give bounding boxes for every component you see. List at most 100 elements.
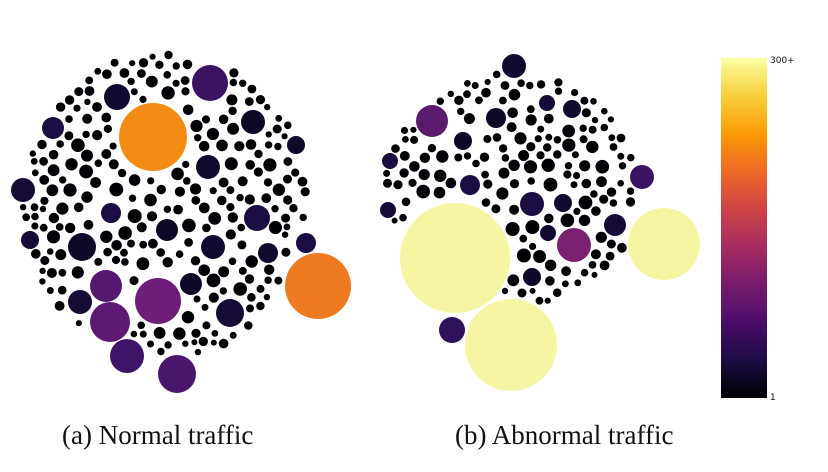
small-bubble <box>79 164 93 179</box>
small-bubble <box>508 159 520 171</box>
small-bubble <box>400 126 409 135</box>
small-bubble <box>517 288 527 298</box>
small-bubble <box>591 271 598 278</box>
medium-bubble <box>460 175 480 195</box>
small-bubble <box>127 209 142 224</box>
small-bubble <box>526 105 535 114</box>
small-bubble <box>228 257 237 266</box>
small-bubble <box>533 250 547 263</box>
small-bubble <box>447 90 454 98</box>
small-bubble <box>146 211 158 222</box>
medium-bubble <box>101 203 121 223</box>
small-bubble <box>463 113 475 125</box>
small-bubble <box>609 199 618 207</box>
small-bubble <box>529 242 537 251</box>
small-bubble <box>39 267 46 275</box>
small-bubble <box>595 231 607 243</box>
small-bubble <box>600 123 609 132</box>
small-bubble <box>265 131 272 138</box>
small-bubble <box>237 176 248 187</box>
small-bubble <box>617 242 627 253</box>
caption-normal-traffic: (a) Normal traffic <box>62 420 254 450</box>
small-bubble <box>399 168 409 178</box>
small-bubble <box>217 195 227 206</box>
small-bubble <box>599 260 610 271</box>
highlighted-bubble <box>90 302 130 342</box>
highlighted-bubble <box>119 103 187 171</box>
small-bubble <box>40 256 50 265</box>
small-bubble <box>581 178 592 189</box>
small-bubble <box>59 176 67 184</box>
small-bubble <box>183 177 191 185</box>
small-bubble <box>245 139 257 150</box>
small-bubble <box>281 231 289 238</box>
small-bubble <box>454 153 463 162</box>
small-bubble <box>608 134 616 142</box>
small-bubble <box>46 248 54 255</box>
small-bubble <box>128 194 137 202</box>
medium-bubble <box>180 273 202 295</box>
small-bubble <box>157 347 165 356</box>
small-bubble <box>281 133 288 140</box>
small-bubble <box>562 280 569 288</box>
small-bubble <box>153 327 166 339</box>
small-bubble <box>297 176 308 187</box>
small-bubble <box>591 206 601 216</box>
small-bubble <box>56 140 64 148</box>
small-bubble <box>58 268 67 277</box>
small-bubble <box>206 127 219 141</box>
small-bubble <box>464 80 471 87</box>
small-bubble <box>560 213 575 228</box>
small-bubble <box>82 130 90 139</box>
small-bubble <box>562 138 576 152</box>
small-bubble <box>272 183 286 196</box>
small-bubble <box>492 70 501 79</box>
small-bubble <box>29 150 36 157</box>
medium-bubble <box>539 95 555 111</box>
medium-bubble <box>11 178 35 202</box>
small-bubble <box>138 58 149 68</box>
small-bubble <box>46 287 54 294</box>
small-bubble <box>471 82 479 89</box>
small-bubble <box>268 220 282 235</box>
small-bubble <box>39 278 46 285</box>
small-bubble <box>299 213 307 222</box>
small-bubble <box>562 124 576 138</box>
small-bubble <box>393 180 403 190</box>
small-bubble <box>100 230 113 243</box>
small-bubble <box>139 330 147 338</box>
small-bubble <box>283 174 292 184</box>
small-bubble <box>244 194 255 205</box>
small-bubble <box>22 213 31 222</box>
small-bubble <box>225 229 236 240</box>
small-bubble <box>127 239 135 248</box>
small-bubble <box>172 79 180 87</box>
small-bubble <box>238 266 247 275</box>
small-bubble <box>181 87 190 96</box>
small-bubble <box>534 135 542 143</box>
small-bubble <box>189 183 202 195</box>
highlighted-bubble <box>158 355 196 393</box>
small-bubble <box>144 193 157 207</box>
medium-bubble <box>104 84 130 110</box>
small-bubble <box>101 149 112 159</box>
small-bubble <box>92 102 102 112</box>
small-bubble <box>545 133 553 141</box>
small-bubble <box>247 293 256 302</box>
small-bubble <box>19 204 27 211</box>
small-bubble <box>579 160 591 172</box>
small-bubble <box>175 250 184 258</box>
small-bubble <box>182 160 190 168</box>
small-bubble <box>254 149 263 159</box>
small-bubble <box>505 222 520 236</box>
small-bubble <box>284 121 292 130</box>
small-bubble <box>161 86 175 100</box>
small-bubble <box>55 102 66 112</box>
small-bubble <box>554 87 563 95</box>
medium-bubble <box>196 155 220 179</box>
small-bubble <box>419 152 431 163</box>
small-bubble <box>172 62 180 70</box>
small-bubble <box>103 124 112 133</box>
small-bubble <box>94 257 103 266</box>
small-bubble <box>300 187 310 197</box>
